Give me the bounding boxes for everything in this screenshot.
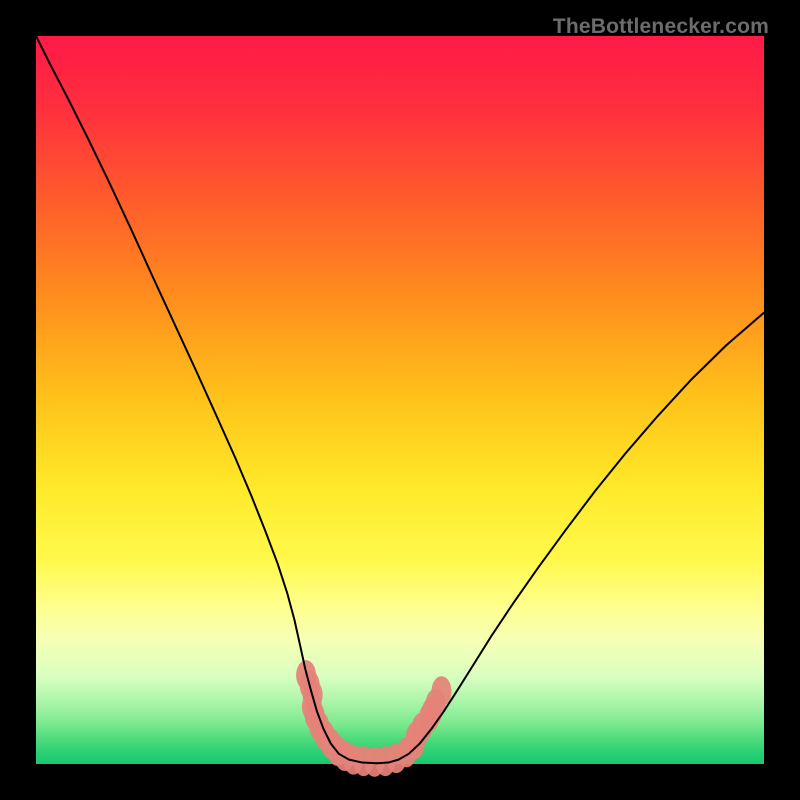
plot-background [36,36,764,764]
watermark-text: TheBottlenecker.com [553,15,769,39]
chart-stage: TheBottlenecker.com [0,0,800,800]
